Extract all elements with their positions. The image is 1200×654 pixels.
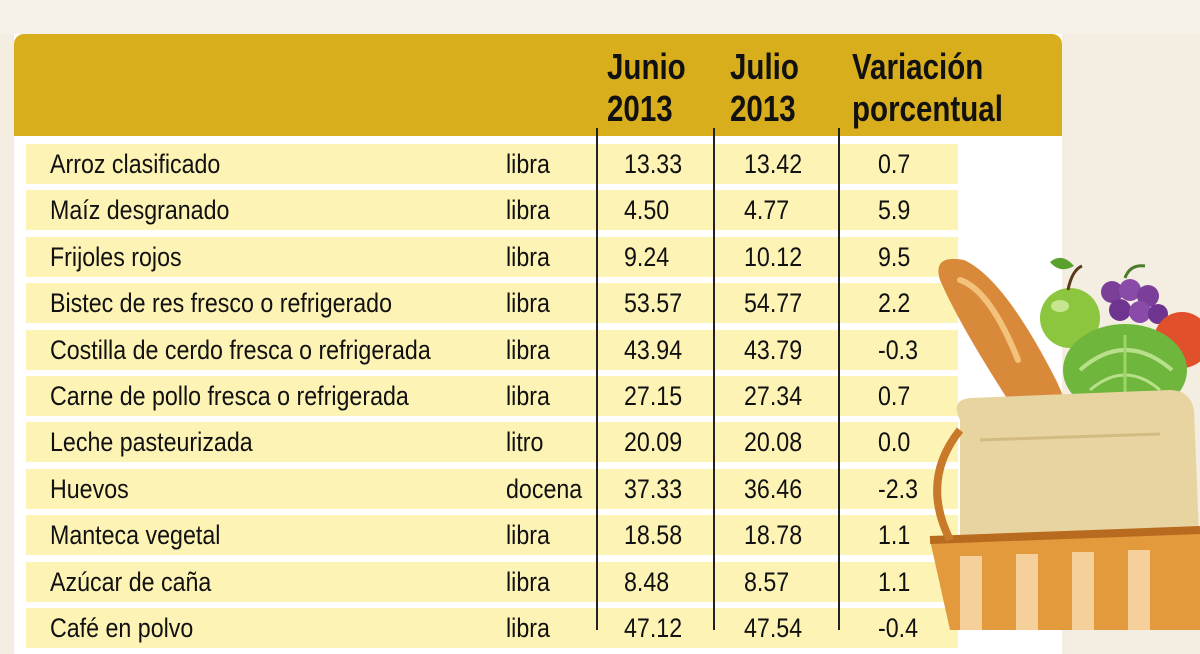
product-name: Costilla de cerdo fresca o refrigerada [50,334,431,365]
table-row: Manteca vegetal libra 18.58 18.78 1.1 [26,515,958,556]
junio-price-cell: 13.33 [624,149,683,179]
table-row: Frijoles rojos libra 9.24 10.12 9.5 [26,236,958,277]
julio-price-cell: 4.77 [744,195,790,226]
table-row: Bistec de res fresco o refrigerado libra 5… [26,283,958,324]
basket-icon [929,427,1200,630]
header-variacion-porcentual: Variación porcentual [852,46,1003,129]
unit-cell: libra [506,520,550,551]
top-band [0,0,1200,34]
unit-cell: libra [506,149,550,179]
table-row: Carne de pollo fresca o refrigerada libra… [26,375,958,416]
variation-cell: -0.4 [878,612,919,643]
junio-price-cell: 27.15 [624,380,683,411]
junio-price-cell: 9.24 [624,241,670,272]
apple-icon [1040,257,1100,348]
julio-price-cell: 18.78 [744,520,803,551]
product-name: Arroz clasificado [50,149,221,179]
variation-cell: 0.0 [878,427,911,458]
unit-cell: libra [506,566,550,597]
table-body: Arroz clasificado libra 13.33 13.42 0.7 Maíz … [26,144,958,654]
table-row: Costilla de cerdo fresca o refrigerada li… [26,329,958,370]
variation-cell: 9.5 [878,241,911,272]
unit-cell: libra [506,334,550,365]
unit-cell: litro [506,427,544,458]
junio-price-cell: 47.12 [624,612,683,643]
unit-cell: libra [506,195,550,226]
variation-cell: 5.9 [878,195,911,226]
julio-price-cell: 54.77 [744,288,803,319]
product-name: Huevos [50,473,129,504]
table-row: Huevos docena 37.33 36.46 -2.3 [26,468,958,509]
bread-icon [938,258,1066,432]
table-row: Azúcar de caña libra 8.48 8.57 1.1 [26,561,958,602]
variation-cell: -0.3 [878,334,919,365]
junio-price-cell: 4.50 [624,195,670,226]
julio-price-cell: 27.34 [744,380,803,411]
julio-price-cell: 20.08 [744,427,803,458]
julio-price-cell: 13.42 [744,149,803,179]
table-header [14,34,1062,136]
junio-price-cell: 43.94 [624,334,683,365]
julio-price-cell: 47.54 [744,612,803,643]
junio-price-cell: 8.48 [624,566,670,597]
julio-price-cell: 43.79 [744,334,803,365]
unit-cell: libra [506,241,550,272]
column-divider-junio [596,128,598,630]
junio-price-cell: 37.33 [624,473,683,504]
variation-cell: 1.1 [878,520,911,551]
product-name: Maíz desgranado [50,195,230,226]
unit-cell: libra [506,380,550,411]
product-name: Café en polvo [50,612,194,643]
header-julio-2013: Julio 2013 [730,46,799,129]
product-name: Frijoles rojos [50,241,182,272]
grocery-basket-illustration [929,257,1200,630]
julio-price-cell: 10.12 [744,241,803,272]
table-row: Café en polvo libra 47.12 47.54 -0.4 [26,607,958,648]
unit-cell: libra [506,612,550,643]
variation-cell: 0.7 [878,380,911,411]
column-divider-variacion [838,128,840,630]
header-junio-2013: Junio 2013 [607,46,686,129]
variation-cell: 1.1 [878,566,911,597]
variation-cell: -2.3 [878,473,919,504]
julio-price-cell: 36.46 [744,473,803,504]
variation-cell: 0.7 [878,149,911,179]
product-name: Leche pasteurizada [50,427,253,458]
variation-cell: 2.2 [878,288,911,319]
table-row: Leche pasteurizada litro 20.09 20.08 0.0 [26,422,958,463]
product-name: Azúcar de caña [50,566,212,597]
table-row: Arroz clasificado libra 13.33 13.42 0.7 [26,144,958,184]
product-name: Carne de pollo fresca o refrigerada [50,380,409,411]
junio-price-cell: 20.09 [624,427,683,458]
column-divider-julio [713,128,715,630]
product-name: Bistec de res fresco o refrigerado [50,288,393,319]
julio-price-cell: 8.57 [744,566,790,597]
unit-cell: docena [506,473,583,504]
unit-cell: libra [506,288,550,319]
grocery-basket-icon [920,240,1200,630]
junio-price-cell: 53.57 [624,288,683,319]
junio-price-cell: 18.58 [624,520,683,551]
grapes-icon [1101,264,1168,324]
table-row: Maíz desgranado libra 4.50 4.77 5.9 [26,190,958,231]
product-name: Manteca vegetal [50,520,221,551]
